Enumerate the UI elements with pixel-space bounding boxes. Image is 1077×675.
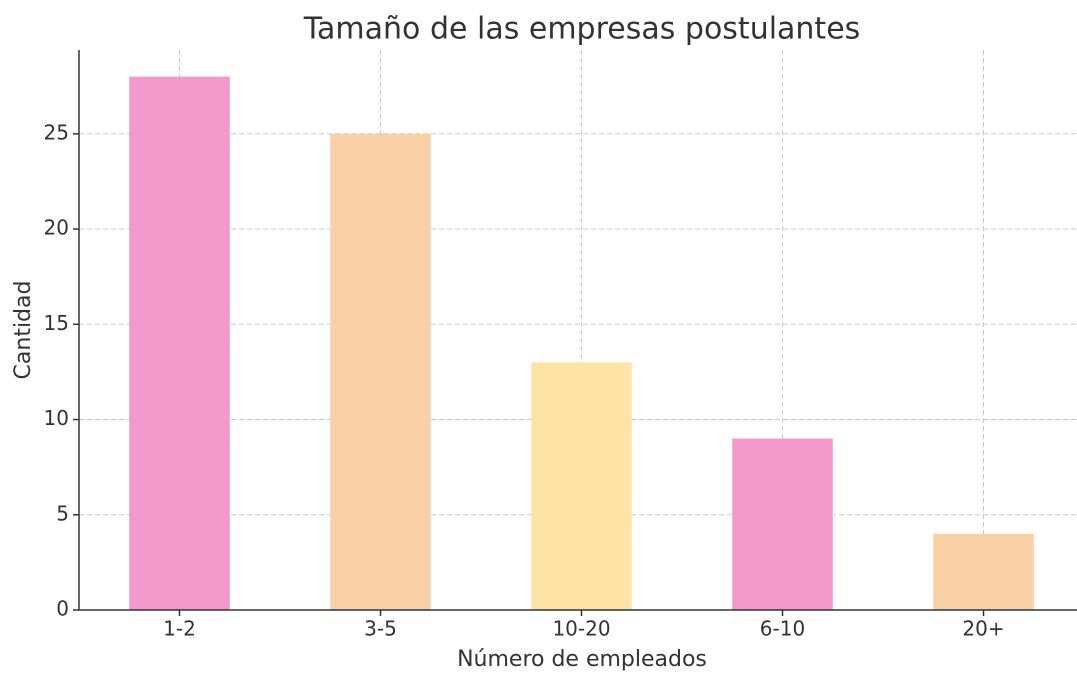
x-tick-label: 6-10: [760, 617, 805, 641]
x-tick-label: 10-20: [552, 617, 610, 641]
y-tick-label: 20: [44, 216, 69, 240]
y-tick-label: 5: [56, 501, 69, 525]
bar: [330, 133, 431, 611]
y-tick-label: 25: [44, 120, 69, 144]
y-axis-label: Cantidad: [11, 281, 36, 380]
x-tick-label: 1-2: [163, 617, 196, 641]
bar: [531, 362, 632, 610]
x-axis-label: Número de empleados: [457, 647, 707, 672]
x-tick-label: 20+: [962, 617, 1004, 641]
y-tick-label: 15: [44, 311, 69, 335]
x-tick-label: 3-5: [364, 617, 397, 641]
bar: [129, 76, 230, 610]
y-tick-label: 10: [44, 406, 69, 430]
y-tick-label: 0: [56, 597, 69, 621]
bar: [732, 438, 833, 610]
chart-title: Tamaño de las empresas postulantes: [303, 12, 861, 47]
bar: [933, 533, 1034, 610]
